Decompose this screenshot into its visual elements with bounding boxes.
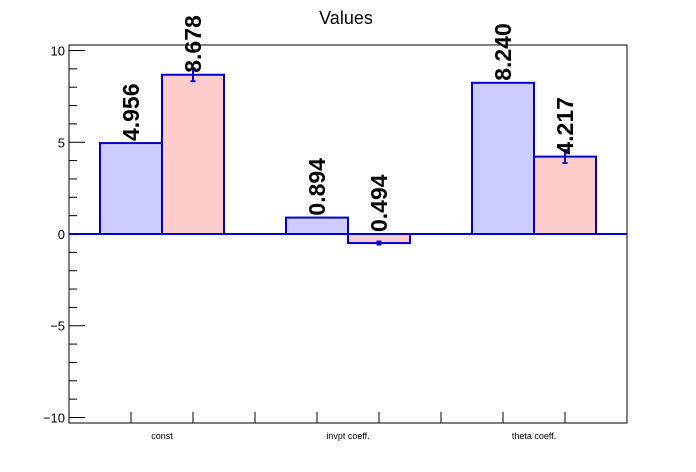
y-tick-label: 0 [58,227,65,242]
data-label: 8.240 [490,23,516,81]
data-label: 8.678 [180,15,206,73]
data-label: 4.217 [552,97,578,155]
y-tick-label: −5 [50,319,65,334]
bar [99,142,163,235]
bar [285,216,349,236]
bars [99,67,597,246]
y-tick-label: 5 [58,135,65,150]
y-axis: −10 −5 0 5 10 [43,44,85,425]
bar [471,81,535,235]
bar [533,155,597,236]
x-axis: const invpt coeff. theta coeff. [130,412,628,441]
x-category-label: const [151,431,173,441]
data-labels: 4.956 0.894 8.240 8.678 0.494 4.217 [118,15,578,232]
data-label: 0.894 [304,158,330,216]
y-tick-label: −10 [43,410,65,425]
data-label: 0.494 [366,174,392,232]
y-tick-label: 10 [51,44,65,59]
x-category-label: theta coeff. [512,431,556,441]
bar [161,73,225,235]
data-label: 4.956 [118,83,144,141]
chart-title: Values [319,8,373,28]
x-category-label: invpt coeff. [326,431,369,441]
